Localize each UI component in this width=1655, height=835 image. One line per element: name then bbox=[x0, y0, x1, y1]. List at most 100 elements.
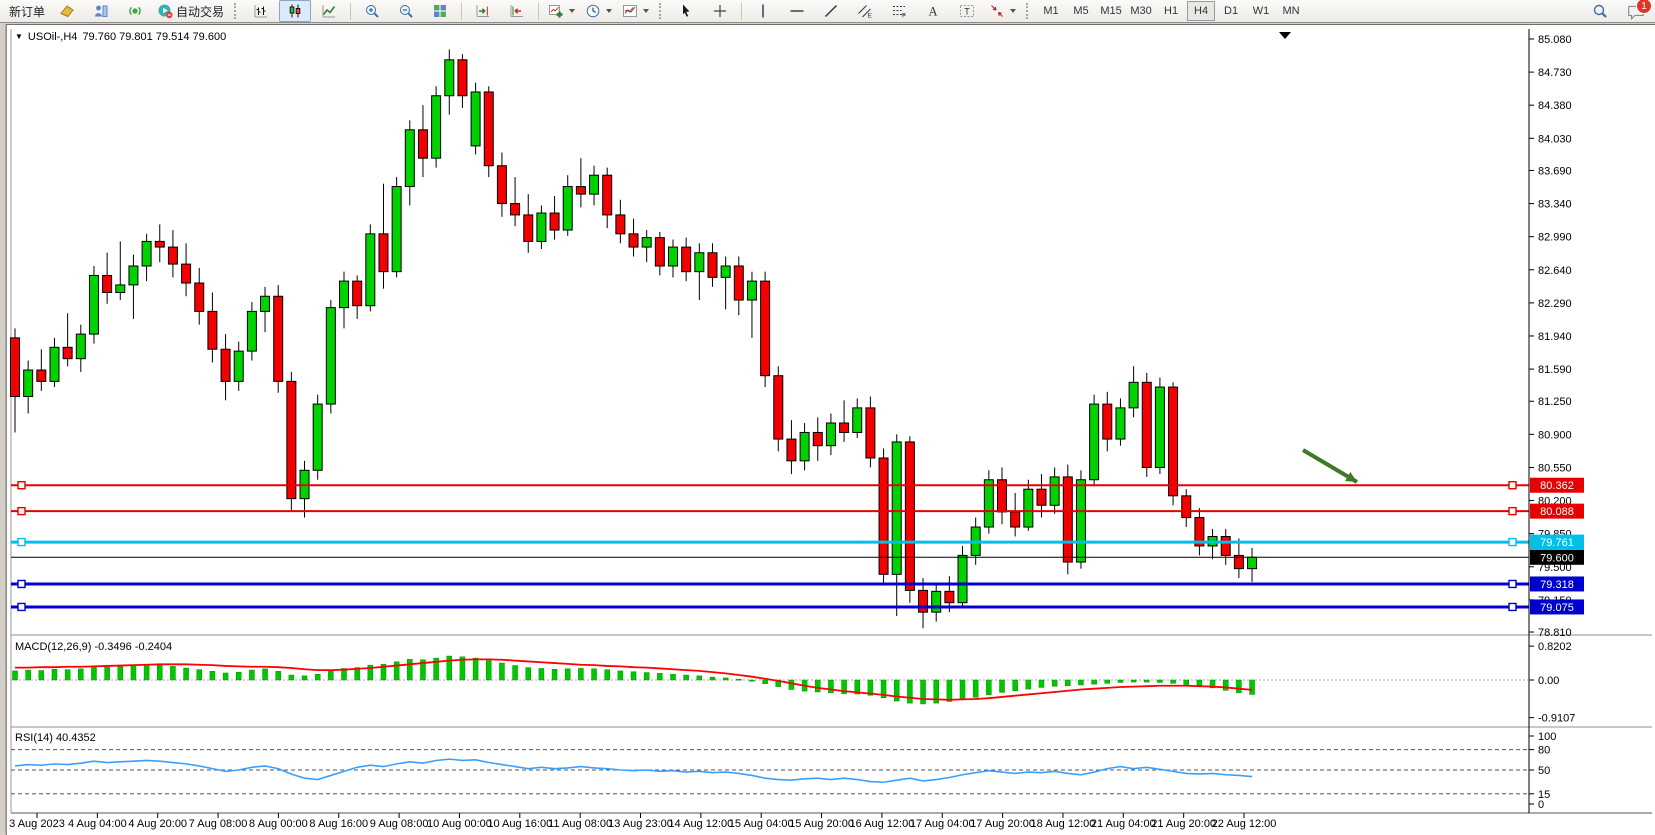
line-handle[interactable] bbox=[17, 602, 26, 612]
candle-down bbox=[812, 431, 823, 447]
chevron-down-icon[interactable] bbox=[643, 9, 650, 13]
channel-button[interactable]: E bbox=[849, 0, 881, 22]
macd-bar bbox=[314, 673, 321, 681]
line-chart-button[interactable] bbox=[313, 0, 345, 22]
templates-button[interactable] bbox=[618, 0, 653, 22]
macd-bar bbox=[183, 667, 189, 681]
horizontal-line-button[interactable] bbox=[781, 0, 813, 22]
crosshair-icon bbox=[712, 3, 728, 19]
candle-down bbox=[839, 422, 850, 433]
macd-bar bbox=[104, 666, 110, 681]
toolbar-grip[interactable] bbox=[659, 3, 664, 19]
auto-scroll-icon bbox=[475, 3, 491, 19]
level-lines[interactable] bbox=[11, 481, 1529, 612]
timeframe-w1-button[interactable]: W1 bbox=[1252, 5, 1270, 17]
macd-bar bbox=[222, 672, 229, 681]
candle-down bbox=[1194, 517, 1205, 547]
macd-bar bbox=[262, 668, 268, 681]
new-chart-button[interactable] bbox=[544, 0, 579, 22]
bar-chart-button[interactable] bbox=[245, 0, 277, 22]
candle-up bbox=[668, 246, 678, 267]
trendline-icon bbox=[823, 3, 839, 19]
line-handle[interactable] bbox=[17, 506, 26, 516]
chat-button[interactable]: 1 bbox=[1627, 0, 1652, 21]
line-handle[interactable] bbox=[17, 537, 26, 547]
timeframe-m15-button[interactable]: M15 bbox=[1100, 5, 1122, 17]
cursor-button[interactable] bbox=[670, 0, 702, 22]
macd-bar bbox=[1078, 679, 1084, 686]
macd-bar bbox=[380, 664, 387, 681]
timeframe-mn-button[interactable]: MN bbox=[1282, 5, 1300, 17]
text-button[interactable]: A bbox=[917, 0, 949, 22]
candle-down bbox=[154, 240, 165, 248]
rsi-axis-label: 100 bbox=[1538, 731, 1556, 743]
vertical-line-button[interactable] bbox=[747, 0, 779, 22]
macd-bar bbox=[38, 670, 45, 681]
line-handle[interactable] bbox=[17, 481, 26, 490]
line-handle[interactable] bbox=[1508, 481, 1517, 490]
toolbar-grip[interactable] bbox=[234, 3, 239, 19]
zoom-in-button[interactable] bbox=[356, 0, 388, 22]
macd-bar bbox=[643, 672, 650, 681]
candle-up bbox=[1049, 476, 1060, 506]
candle-up bbox=[233, 350, 244, 382]
candle-down bbox=[36, 369, 47, 382]
timeframe-m30-button[interactable]: M30 bbox=[1130, 5, 1152, 17]
periods-button[interactable] bbox=[581, 0, 616, 22]
line-handle[interactable] bbox=[1508, 506, 1517, 516]
chart-canvas[interactable]: 85.080 84.730 84.380 84.030 83.690 83.340 82.9… bbox=[7, 25, 1655, 835]
text-label-button[interactable]: T bbox=[951, 0, 983, 22]
line-handle[interactable] bbox=[1508, 537, 1517, 547]
navigator-button[interactable] bbox=[85, 0, 117, 22]
svg-text:79.761: 79.761 bbox=[1540, 537, 1574, 549]
auto-scroll-button[interactable] bbox=[467, 0, 499, 22]
arrows-button[interactable] bbox=[985, 0, 1020, 22]
rsi-axis-label: 80 bbox=[1538, 745, 1550, 757]
timeframe-buttons: M1 M5 M15 M30 H1 H4 D1 W1 MN bbox=[1036, 1, 1306, 21]
candle-up bbox=[694, 252, 705, 273]
macd-bar bbox=[1157, 679, 1163, 683]
time-label: 10 Aug 00:00 bbox=[427, 818, 492, 830]
toolbar-grip[interactable] bbox=[1026, 3, 1031, 19]
search-button[interactable] bbox=[1584, 0, 1616, 22]
candle-down bbox=[207, 310, 218, 350]
collapse-triangle-icon[interactable]: ▼ bbox=[15, 32, 23, 41]
timeframe-h4-button[interactable]: H4 bbox=[1187, 1, 1216, 21]
macd-bar bbox=[1012, 679, 1018, 691]
new-order-button[interactable]: 新订单 bbox=[5, 0, 49, 22]
candle-up bbox=[957, 554, 968, 604]
line-handle[interactable] bbox=[17, 579, 26, 589]
toolbar-buttons: 新订单 自动交易 E F A T bbox=[4, 0, 1036, 22]
candle-up bbox=[931, 590, 942, 613]
tile-windows-button[interactable] bbox=[424, 0, 456, 22]
line-handle[interactable] bbox=[1508, 579, 1517, 589]
auto-trading-button[interactable]: 自动交易 bbox=[153, 0, 228, 22]
price-tick-label: 80.550 bbox=[1538, 462, 1572, 474]
fibonacci-button[interactable]: F bbox=[883, 0, 915, 22]
line-handle[interactable] bbox=[1508, 602, 1517, 612]
timeframe-m1-button[interactable]: M1 bbox=[1043, 5, 1059, 17]
macd-bar bbox=[301, 675, 308, 681]
market-watch-button[interactable] bbox=[51, 0, 83, 22]
candlestick-chart-button[interactable] bbox=[279, 0, 312, 22]
chevron-down-icon[interactable] bbox=[1010, 9, 1017, 13]
macd-bar bbox=[604, 669, 610, 681]
signals-button[interactable] bbox=[119, 0, 151, 22]
macd-bar bbox=[235, 671, 242, 681]
chevron-down-icon[interactable] bbox=[569, 9, 576, 13]
arrow-annotation[interactable] bbox=[1301, 448, 1359, 484]
candle-up bbox=[431, 95, 442, 159]
chart-shift-button[interactable] bbox=[501, 0, 533, 22]
crosshair-button[interactable] bbox=[704, 0, 736, 22]
timeframe-d1-button[interactable]: D1 bbox=[1224, 5, 1239, 17]
timeframe-m5-button[interactable]: M5 bbox=[1073, 5, 1089, 17]
timeframe-h1-button[interactable]: H1 bbox=[1164, 5, 1179, 17]
chevron-down-icon[interactable] bbox=[606, 9, 613, 13]
chart-shift-icon bbox=[509, 3, 525, 19]
candle-up bbox=[1247, 556, 1258, 570]
trendline-button[interactable] bbox=[815, 0, 847, 22]
zoom-out-button[interactable] bbox=[390, 0, 422, 22]
macd-bar bbox=[157, 664, 163, 681]
macd-bar bbox=[1051, 679, 1058, 687]
chart-shift-marker-icon[interactable] bbox=[1279, 32, 1291, 39]
